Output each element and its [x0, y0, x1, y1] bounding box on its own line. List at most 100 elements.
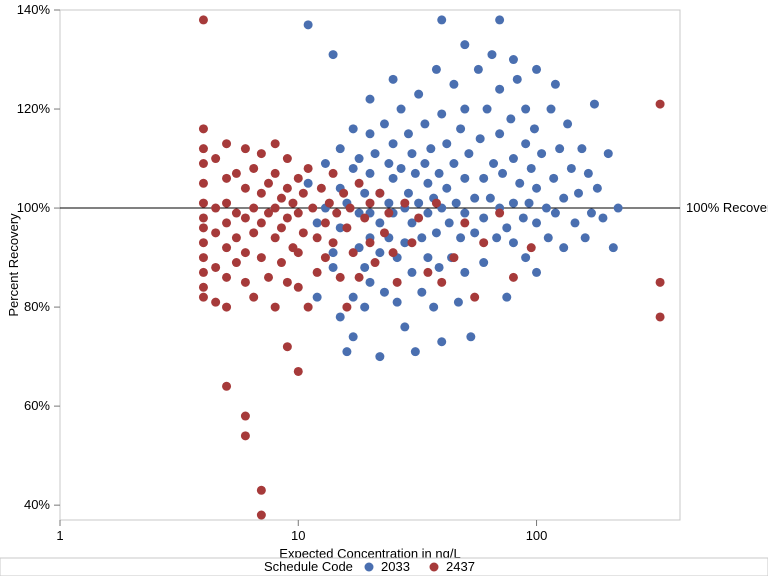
data-point [460, 105, 469, 114]
data-point [429, 303, 438, 312]
data-point [397, 105, 406, 114]
data-point [360, 213, 369, 222]
data-point [460, 209, 469, 218]
data-point [449, 80, 458, 89]
data-point [211, 298, 220, 307]
data-point [587, 209, 596, 218]
data-point [555, 144, 564, 153]
data-point [313, 268, 322, 277]
data-point [532, 268, 541, 277]
data-point [241, 184, 250, 193]
data-point [271, 169, 280, 178]
data-point [264, 273, 273, 282]
data-point [417, 233, 426, 242]
data-point [232, 169, 241, 178]
y-tick-label: 60% [24, 398, 50, 413]
data-point [304, 20, 313, 29]
data-point [283, 278, 292, 287]
data-point [349, 164, 358, 173]
data-point [360, 263, 369, 272]
data-point [294, 209, 303, 218]
data-point [355, 179, 364, 188]
data-point [590, 100, 599, 109]
data-point [407, 238, 416, 247]
data-point [466, 332, 475, 341]
data-point [521, 105, 530, 114]
data-point [222, 199, 231, 208]
data-point [479, 174, 488, 183]
data-point [232, 258, 241, 267]
data-point [249, 293, 258, 302]
y-tick-label: 140% [17, 2, 51, 17]
y-tick-label: 120% [17, 101, 51, 116]
data-point [609, 243, 618, 252]
data-point [423, 253, 432, 262]
data-point [549, 174, 558, 183]
data-point [389, 248, 398, 257]
data-point [532, 184, 541, 193]
data-point [271, 204, 280, 213]
x-tick-label: 1 [56, 528, 63, 543]
data-point [257, 218, 266, 227]
legend-item-label: 2033 [381, 559, 410, 574]
data-point [304, 179, 313, 188]
data-point [479, 258, 488, 267]
data-point [360, 303, 369, 312]
data-point [423, 209, 432, 218]
data-point [199, 213, 208, 222]
data-point [199, 283, 208, 292]
data-point [283, 154, 292, 163]
data-point [464, 149, 473, 158]
data-point [509, 199, 518, 208]
data-point [495, 129, 504, 138]
data-point [257, 253, 266, 262]
data-point [521, 253, 530, 262]
data-point [360, 189, 369, 198]
data-point [498, 169, 507, 178]
data-point [222, 139, 231, 148]
data-point [407, 268, 416, 277]
data-point [232, 233, 241, 242]
data-point [211, 154, 220, 163]
data-point [584, 169, 593, 178]
y-tick-label: 40% [24, 497, 50, 512]
data-point [241, 431, 250, 440]
data-point [355, 154, 364, 163]
data-point [304, 164, 313, 173]
data-point [211, 204, 220, 213]
data-point [460, 174, 469, 183]
data-point [366, 95, 375, 104]
data-point [299, 228, 308, 237]
data-point [294, 174, 303, 183]
data-point [509, 238, 518, 247]
data-point [423, 268, 432, 277]
data-point [366, 238, 375, 247]
data-point [470, 194, 479, 203]
data-point [346, 204, 355, 213]
data-point [559, 194, 568, 203]
data-point [349, 124, 358, 133]
y-tick-label: 100% [17, 200, 51, 215]
data-point [449, 159, 458, 168]
data-point [380, 288, 389, 297]
data-point [656, 278, 665, 287]
data-point [321, 218, 330, 227]
data-point [349, 293, 358, 302]
data-point [222, 243, 231, 252]
data-point [222, 382, 231, 391]
data-point [288, 199, 297, 208]
data-point [366, 278, 375, 287]
data-point [551, 209, 560, 218]
data-point [530, 124, 539, 133]
data-point [414, 90, 423, 99]
data-point [342, 303, 351, 312]
data-point [527, 164, 536, 173]
data-point [547, 105, 556, 114]
x-tick-label: 100 [526, 528, 548, 543]
data-point [257, 486, 266, 495]
data-point [492, 233, 501, 242]
data-point [241, 144, 250, 153]
data-point [375, 352, 384, 361]
data-point [426, 144, 435, 153]
data-point [551, 80, 560, 89]
